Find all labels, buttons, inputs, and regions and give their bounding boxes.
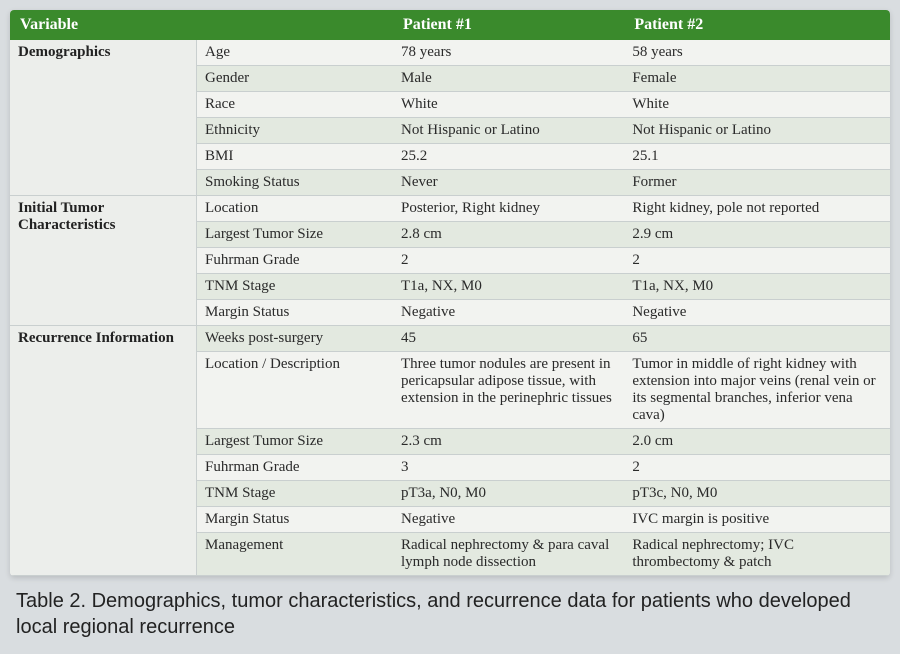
cell-p2: 65 [624,326,890,352]
attr-label: Margin Status [197,300,394,326]
cell-p2: Not Hispanic or Latino [624,118,890,144]
cell-p1: Posterior, Right kidney [393,196,624,222]
cell-p2: Female [624,66,890,92]
attr-label: Fuhrman Grade [197,455,394,481]
cell-p1: pT3a, N0, M0 [393,481,624,507]
cell-p2: White [624,92,890,118]
cell-p1: 25.2 [393,144,624,170]
attr-label: Fuhrman Grade [197,248,394,274]
table-row: Recurrence Information Weeks post-surger… [10,326,890,352]
section-recurrence: Recurrence Information [10,326,197,576]
attr-label: BMI [197,144,394,170]
cell-p1: Never [393,170,624,196]
cell-p2: Negative [624,300,890,326]
attr-label: Location [197,196,394,222]
cell-p2: Tumor in middle of right kidney with ext… [624,352,890,429]
cell-p2: 2.0 cm [624,429,890,455]
header-blank [197,10,394,40]
cell-p1: Radical nephrectomy & para caval lymph n… [393,533,624,576]
attr-label: Margin Status [197,507,394,533]
attr-label: Age [197,40,394,66]
attr-label: Management [197,533,394,576]
patient-table: Variable Patient #1 Patient #2 Demograph… [10,10,890,576]
attr-label: Location / Description [197,352,394,429]
cell-p1: 78 years [393,40,624,66]
attr-label: Ethnicity [197,118,394,144]
header-variable: Variable [10,10,197,40]
cell-p2: Former [624,170,890,196]
cell-p2: Radical nephrectomy; IVC thrombectomy & … [624,533,890,576]
cell-p1: White [393,92,624,118]
section-initial: Initial Tumor Characteristics [10,196,197,326]
header-patient2: Patient #2 [624,10,890,40]
cell-p2: Right kidney, pole not reported [624,196,890,222]
attr-label: Weeks post-surgery [197,326,394,352]
cell-p1: 2 [393,248,624,274]
cell-p1: 2.8 cm [393,222,624,248]
attr-label: TNM Stage [197,481,394,507]
attr-label: Largest Tumor Size [197,429,394,455]
cell-p1: Negative [393,507,624,533]
cell-p2: 25.1 [624,144,890,170]
header-patient1: Patient #1 [393,10,624,40]
cell-p2: 2 [624,455,890,481]
cell-p1: 3 [393,455,624,481]
cell-p2: 2.9 cm [624,222,890,248]
table-caption: Table 2. Demographics, tumor characteris… [10,576,890,644]
cell-p1: Negative [393,300,624,326]
section-demographics: Demographics [10,40,197,196]
attr-label: Smoking Status [197,170,394,196]
header-row: Variable Patient #1 Patient #2 [10,10,890,40]
table-row: Initial Tumor Characteristics Location P… [10,196,890,222]
cell-p2: IVC margin is positive [624,507,890,533]
cell-p1: 45 [393,326,624,352]
patient-table-container: Variable Patient #1 Patient #2 Demograph… [10,10,890,576]
cell-p2: 2 [624,248,890,274]
cell-p1: Not Hispanic or Latino [393,118,624,144]
cell-p2: T1a, NX, M0 [624,274,890,300]
cell-p1: T1a, NX, M0 [393,274,624,300]
attr-label: Race [197,92,394,118]
cell-p2: pT3c, N0, M0 [624,481,890,507]
attr-label: TNM Stage [197,274,394,300]
table-row: Demographics Age 78 years 58 years [10,40,890,66]
cell-p1: 2.3 cm [393,429,624,455]
cell-p1: Male [393,66,624,92]
cell-p2: 58 years [624,40,890,66]
attr-label: Gender [197,66,394,92]
attr-label: Largest Tumor Size [197,222,394,248]
cell-p1: Three tumor nodules are present in peric… [393,352,624,429]
